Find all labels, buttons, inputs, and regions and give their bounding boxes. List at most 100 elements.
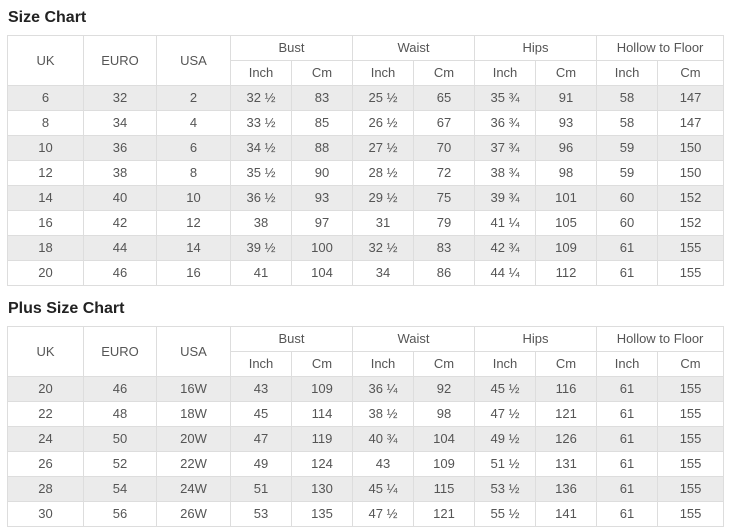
table-cell: 59	[596, 135, 659, 162]
table-cell: 14	[7, 185, 84, 212]
table-cell: 42 ¾	[474, 235, 537, 262]
table-cell: 61	[596, 476, 659, 503]
subheader-hips-inch: Inch	[474, 351, 537, 378]
table-cell: 93	[290, 185, 354, 212]
table-cell: 124	[290, 451, 354, 478]
group-header-hips: Hips	[474, 326, 598, 353]
table-cell: 61	[596, 426, 659, 453]
table-cell: 16	[7, 210, 84, 237]
table-cell: 34 ½	[230, 135, 292, 162]
subheader-waist-cm: Cm	[413, 351, 476, 378]
table-row: 16 42 12 38 97 31 79 41 ¼ 105 60 152	[7, 210, 725, 237]
table-cell: 136	[535, 476, 598, 503]
table-cell: 39 ¾	[474, 185, 537, 212]
table-cell: 61	[596, 260, 659, 287]
group-header-hollow-to-floor: Hollow to Floor	[596, 326, 725, 353]
table-cell: 47 ½	[352, 501, 415, 528]
table-cell: 67	[413, 110, 476, 137]
table-cell: 36 ¼	[352, 376, 415, 403]
table-cell: 150	[657, 160, 725, 187]
table-cell: 85	[290, 110, 354, 137]
table-cell: 18W	[156, 401, 231, 428]
table-cell: 50	[83, 426, 157, 453]
subheader-bust-cm: Cm	[290, 351, 354, 378]
header-row-groups: UK EURO USA Bust Waist Hips Hollow to Floor	[7, 35, 725, 87]
table-cell: 10	[7, 135, 84, 162]
table-cell: 32 ½	[352, 235, 415, 262]
table-row: 6 32 2 32 ½ 83 25 ½ 65 35 ¾ 91 58 147	[7, 85, 725, 112]
table-cell: 109	[290, 376, 354, 403]
table-cell: 10	[156, 185, 231, 212]
table-cell: 116	[535, 376, 598, 403]
table-row: 12 38 8 35 ½ 90 28 ½ 72 38 ¾ 98 59 150	[7, 160, 725, 187]
table-cell: 33 ½	[230, 110, 292, 137]
subheader-bust-inch: Inch	[230, 60, 292, 87]
table-cell: 45	[230, 401, 292, 428]
table-row: 14 40 10 36 ½ 93 29 ½ 75 39 ¾ 101 60 152	[7, 185, 725, 212]
table-cell: 114	[290, 401, 354, 428]
table-cell: 52	[83, 451, 157, 478]
table-cell: 47	[230, 426, 292, 453]
table-cell: 28 ½	[352, 160, 415, 187]
table-cell: 61	[596, 376, 659, 403]
col-header-uk: UK	[7, 326, 84, 378]
table-cell: 32 ½	[230, 85, 292, 112]
table-cell: 147	[657, 85, 725, 112]
header-row-units: Inch Cm Inch Cm Inch Cm Inch Cm	[8, 351, 725, 378]
table-row: 18 44 14 39 ½ 100 32 ½ 83 42 ¾ 109 61 155	[7, 235, 725, 262]
table-cell: 44 ¼	[474, 260, 537, 287]
table-cell: 22	[7, 401, 84, 428]
table-cell: 155	[657, 426, 725, 453]
table-cell: 131	[535, 451, 598, 478]
table-cell: 14	[156, 235, 231, 262]
table-cell: 16	[156, 260, 231, 287]
table-cell: 155	[657, 235, 725, 262]
table-cell: 155	[657, 260, 725, 287]
table-cell: 61	[596, 501, 659, 528]
table-cell: 25 ½	[352, 85, 415, 112]
table-cell: 112	[535, 260, 598, 287]
table-cell: 8	[7, 110, 84, 137]
subheader-hips-cm: Cm	[535, 351, 598, 378]
table-cell: 88	[290, 135, 354, 162]
table-cell: 44	[83, 235, 157, 262]
table-cell: 53	[230, 501, 292, 528]
table-cell: 65	[413, 85, 476, 112]
table-cell: 38 ½	[352, 401, 415, 428]
table-cell: 36 ¾	[474, 110, 537, 137]
table-cell: 6	[7, 85, 84, 112]
table-cell: 141	[535, 501, 598, 528]
table-cell: 49 ½	[474, 426, 537, 453]
table-cell: 48	[83, 401, 157, 428]
table-cell: 8	[156, 160, 231, 187]
subheader-hollow-to-floor-cm: Cm	[657, 351, 725, 378]
table-cell: 40	[83, 185, 157, 212]
table-cell: 121	[535, 401, 598, 428]
table-cell: 26W	[156, 501, 231, 528]
table-cell: 54	[83, 476, 157, 503]
group-header-bust: Bust	[229, 35, 354, 62]
table-cell: 58	[596, 85, 659, 112]
table-cell: 61	[596, 401, 659, 428]
col-header-euro: EURO	[83, 35, 157, 87]
table-cell: 4	[156, 110, 231, 137]
table-cell: 79	[413, 210, 476, 237]
table-cell: 40 ¾	[352, 426, 415, 453]
table-cell: 27 ½	[352, 135, 415, 162]
subheader-hips-cm: Cm	[535, 60, 598, 87]
table-cell: 55 ½	[474, 501, 537, 528]
table-cell: 58	[596, 110, 659, 137]
table-cell: 150	[657, 135, 725, 162]
table-cell: 53 ½	[474, 476, 537, 503]
subheader-hollow-to-floor-inch: Inch	[596, 351, 659, 378]
table-cell: 35 ¾	[474, 85, 537, 112]
table-row: 24 50 20W 47 119 40 ¾ 104 49 ½ 126 61 155	[7, 426, 725, 453]
group-header-waist: Waist	[352, 326, 476, 353]
table-cell: 147	[657, 110, 725, 137]
table-cell: 24W	[156, 476, 231, 503]
table-cell: 39 ½	[230, 235, 292, 262]
table-cell: 34	[83, 110, 157, 137]
subheader-waist-inch: Inch	[352, 351, 415, 378]
group-header-hips: Hips	[474, 35, 598, 62]
table-cell: 92	[413, 376, 476, 403]
